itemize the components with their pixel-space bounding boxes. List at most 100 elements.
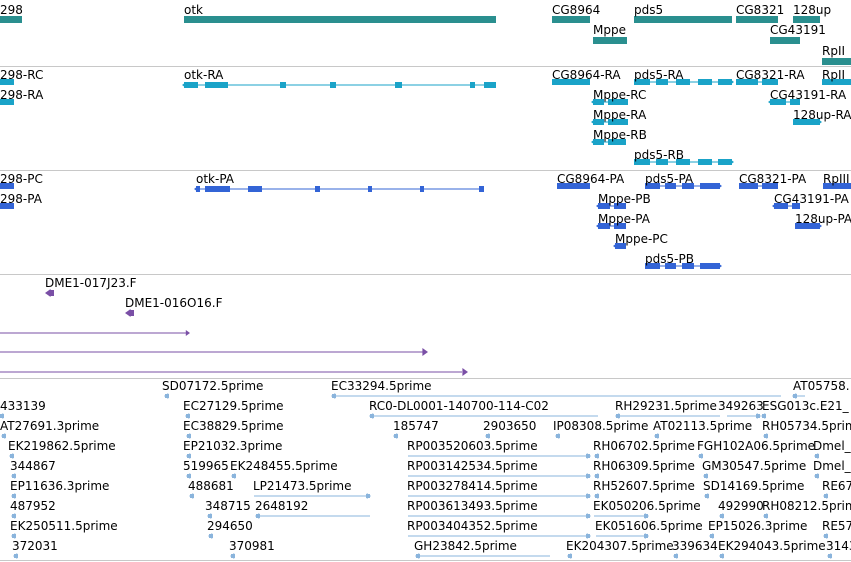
label-349263[interactable]: 349263 xyxy=(718,399,764,413)
label-pds5-ra[interactable]: pds5-RA xyxy=(634,68,684,82)
est-rp003142534-5prime-arrow[interactable] xyxy=(586,473,591,479)
protein-otk-pa-strand-arrow[interactable] xyxy=(194,186,199,192)
label-433139[interactable]: 433139 xyxy=(0,399,46,413)
est-185747-arrow[interactable] xyxy=(393,433,398,439)
gene-rpii-bar[interactable] xyxy=(822,58,851,65)
est-gh23842-5prime-arrow[interactable] xyxy=(415,553,420,559)
est-at05758-arrow[interactable] xyxy=(792,393,797,399)
est-rp003278414-5prime-arrow[interactable] xyxy=(586,493,591,499)
est-ep11636-3prime-arrow[interactable] xyxy=(11,493,16,499)
est-rc0-dl0001-140700-114-c02-arrow[interactable] xyxy=(369,413,374,419)
label-rh06309-5prime[interactable]: RH06309.5prime xyxy=(593,459,695,473)
rna-298-ra-exon[interactable] xyxy=(0,99,14,105)
est-519965-arrow[interactable] xyxy=(186,473,191,479)
est-487952-arrow[interactable] xyxy=(11,513,16,519)
rna-rpii-exon[interactable] xyxy=(822,79,851,85)
protein-298-pc-exon[interactable] xyxy=(0,183,14,189)
rna-128up-ra-exon[interactable] xyxy=(793,119,820,125)
label-2648192[interactable]: 2648192 xyxy=(255,499,309,513)
label-pds5-rb[interactable]: pds5-RB xyxy=(634,148,685,162)
label-488681[interactable]: 488681 xyxy=(188,479,234,493)
protein-otk-pa-exon[interactable] xyxy=(205,186,230,192)
rna-pds5-rb-exon[interactable] xyxy=(718,159,732,165)
label-ek204307-5prime[interactable]: EK204307.5prime xyxy=(566,539,674,553)
protein-298-pa-exon[interactable] xyxy=(0,203,14,209)
label-sd07172-5prime[interactable]: SD07172.5prime xyxy=(162,379,264,393)
rna-mppe-rc-exon[interactable] xyxy=(608,99,628,105)
rna-128up-ra-strand-arrow[interactable] xyxy=(817,119,822,125)
protein-otk-pa-exon[interactable] xyxy=(315,186,320,192)
est-ek051606-5prime-arrow[interactable] xyxy=(644,533,649,539)
clone-read-arrow[interactable] xyxy=(462,368,468,376)
rna-otk-ra-exon[interactable] xyxy=(484,82,496,88)
label-339634[interactable]: 339634 xyxy=(672,539,718,553)
clone-dme1-016o16-f-block[interactable] xyxy=(130,310,134,316)
rna-pds5-ra-exon[interactable] xyxy=(656,79,668,85)
label-cg8964-pa[interactable]: CG8964-PA xyxy=(557,172,625,186)
est-rh52607-5prime-arrow[interactable] xyxy=(594,493,599,499)
label-mppe-pc[interactable]: Mppe-PC xyxy=(615,232,668,246)
protein-pds5-pb-exon[interactable] xyxy=(645,263,660,269)
est-2648192-arrow[interactable] xyxy=(255,513,260,519)
protein-mppe-pa-strand-arrow[interactable] xyxy=(596,223,601,229)
protein-mppe-pc-strand-arrow[interactable] xyxy=(613,243,618,249)
label-rh08212-5prime[interactable]: RH08212.5prime xyxy=(762,499,851,513)
est-339634-arrow[interactable] xyxy=(673,553,678,559)
label-ep21032-3prime[interactable]: EP21032.3prime xyxy=(183,439,283,453)
est-dmel-n-arrow[interactable] xyxy=(814,473,819,479)
protein-pds5-pb-exon[interactable] xyxy=(682,263,694,269)
protein-cg8321-pa-exon[interactable] xyxy=(762,183,778,189)
label-cg8964-ra[interactable]: CG8964-RA xyxy=(552,68,621,82)
label-cg8321-ra[interactable]: CG8321-RA xyxy=(736,68,805,82)
protein-otk-pa-exon[interactable] xyxy=(248,186,262,192)
rna-mppe-ra-exon[interactable] xyxy=(608,119,628,125)
est-294650-arrow[interactable] xyxy=(208,533,213,539)
label-128up-pa[interactable]: 128up-PA xyxy=(795,212,851,226)
protein-mppe-pb-strand-arrow[interactable] xyxy=(596,203,601,209)
est-ep15026-3prime-arrow[interactable] xyxy=(709,533,714,539)
label-rc0-dl0001-140700-114-c02[interactable]: RC0-DL0001-140700-114-C02 xyxy=(369,399,549,413)
label-ec27129-5prime[interactable]: EC27129.5prime xyxy=(183,399,284,413)
rna-otk-ra-exon[interactable] xyxy=(205,82,228,88)
est-ec33294-5prime-arrow[interactable] xyxy=(331,393,336,399)
label-mppe-ra[interactable]: Mppe-RA xyxy=(593,108,647,122)
rna-pds5-ra-exon[interactable] xyxy=(676,79,690,85)
rna-mppe-ra-strand-arrow[interactable] xyxy=(591,119,596,125)
label-ep15026-3prime[interactable]: EP15026.3prime xyxy=(708,519,808,533)
label-rp003520603-5prime[interactable]: RP003520603.5prime xyxy=(407,439,538,453)
est-rp003520603-5prime-arrow[interactable] xyxy=(586,453,591,459)
label-rp003142534-5prime[interactable]: RP003142534.5prime xyxy=(407,459,538,473)
label-dmel[interactable]: Dmel_ xyxy=(813,439,851,453)
protein-otk-pa-exon[interactable] xyxy=(479,186,484,192)
est-ek219862-5prime-arrow[interactable] xyxy=(9,453,14,459)
protein-128up-pa-exon[interactable] xyxy=(795,223,820,229)
gene-otk-bar[interactable] xyxy=(184,16,496,23)
est-rh05734-5prime-arrow[interactable] xyxy=(763,433,768,439)
protein-pds5-pb-strand-arrow[interactable] xyxy=(717,263,722,269)
protein-mppe-pb-exon[interactable] xyxy=(598,203,610,209)
label-ip08308-5prime[interactable]: IP08308.5prime xyxy=(553,419,649,433)
rna-otk-ra-exon[interactable] xyxy=(330,82,336,88)
label-dme1-017j23-f[interactable]: DME1-017J23.F xyxy=(45,276,137,290)
label-rh05734-5prime[interactable]: RH05734.5prime xyxy=(762,419,851,433)
est-370981-arrow[interactable] xyxy=(230,553,235,559)
protein-mppe-pb-exon[interactable] xyxy=(614,203,626,209)
label-rh06702-5prime[interactable]: RH06702.5prime xyxy=(593,439,695,453)
rna-otk-ra-exon[interactable] xyxy=(470,82,475,88)
protein-cg8321-pa-exon[interactable] xyxy=(739,183,758,189)
est-rh29231-5prime-arrow[interactable] xyxy=(615,413,620,419)
protein-mppe-pc-exon[interactable] xyxy=(615,243,626,249)
label-492990[interactable]: 492990 xyxy=(718,499,764,513)
est-ec27129-5prime-arrow[interactable] xyxy=(185,413,190,419)
rna-mppe-rc-exon[interactable] xyxy=(593,99,604,105)
est-ek294043-5prime-arrow[interactable] xyxy=(719,553,724,559)
label-519965[interactable]: 519965 xyxy=(183,459,229,473)
rna-pds5-rb-exon[interactable] xyxy=(656,159,668,165)
est-349263-arrow[interactable] xyxy=(756,413,761,419)
est-rp003613493-5prime-arrow[interactable] xyxy=(586,513,591,519)
label-rpiii[interactable]: RpIII xyxy=(823,172,850,186)
label-otk-pa[interactable]: otk-PA xyxy=(196,172,235,186)
label-ec33294-5prime[interactable]: EC33294.5prime xyxy=(331,379,432,393)
est-sd14169-5prime-arrow[interactable] xyxy=(704,493,709,499)
label-487952[interactable]: 487952 xyxy=(10,499,56,513)
